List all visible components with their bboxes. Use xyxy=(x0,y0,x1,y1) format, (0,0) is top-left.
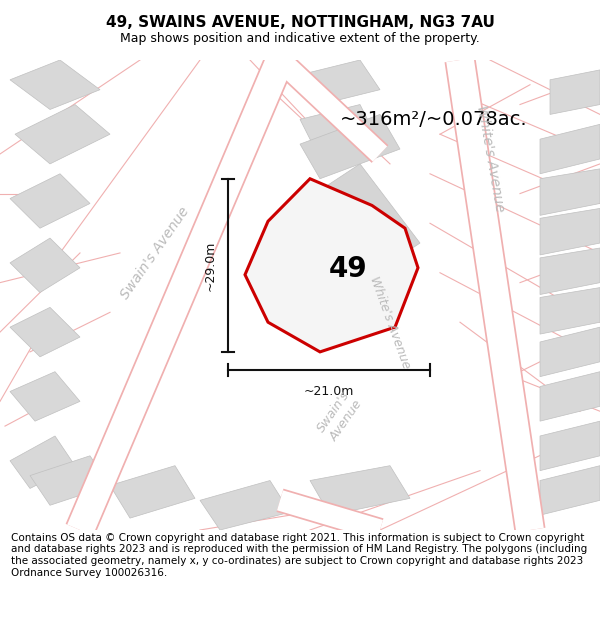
Polygon shape xyxy=(10,436,75,489)
Text: ~21.0m: ~21.0m xyxy=(304,385,354,398)
Polygon shape xyxy=(540,169,600,216)
Text: White's Avenue: White's Avenue xyxy=(474,104,506,213)
Polygon shape xyxy=(540,327,600,377)
Text: Map shows position and indicative extent of the property.: Map shows position and indicative extent… xyxy=(120,32,480,45)
Polygon shape xyxy=(540,466,600,515)
Polygon shape xyxy=(300,104,375,149)
Polygon shape xyxy=(540,248,600,294)
Text: 49: 49 xyxy=(329,255,368,283)
Polygon shape xyxy=(300,114,400,179)
Polygon shape xyxy=(310,466,410,515)
Polygon shape xyxy=(540,208,600,255)
Polygon shape xyxy=(10,174,90,228)
Text: ~316m²/~0.078ac.: ~316m²/~0.078ac. xyxy=(340,110,527,129)
Text: Swain's
Avenue: Swain's Avenue xyxy=(315,389,365,444)
Polygon shape xyxy=(10,308,80,357)
Polygon shape xyxy=(10,60,100,109)
Polygon shape xyxy=(540,288,600,334)
Polygon shape xyxy=(200,481,290,530)
Polygon shape xyxy=(15,104,110,164)
Polygon shape xyxy=(540,421,600,471)
Polygon shape xyxy=(110,466,195,518)
Text: ~29.0m: ~29.0m xyxy=(203,240,217,291)
Polygon shape xyxy=(30,456,110,505)
Text: Swain's Avenue: Swain's Avenue xyxy=(118,204,192,302)
Polygon shape xyxy=(10,372,80,421)
Text: Contains OS data © Crown copyright and database right 2021. This information is : Contains OS data © Crown copyright and d… xyxy=(11,533,587,578)
Polygon shape xyxy=(550,70,600,114)
Polygon shape xyxy=(270,164,420,302)
Polygon shape xyxy=(10,238,80,292)
Text: 49, SWAINS AVENUE, NOTTINGHAM, NG3 7AU: 49, SWAINS AVENUE, NOTTINGHAM, NG3 7AU xyxy=(106,15,494,30)
Polygon shape xyxy=(540,124,600,174)
Polygon shape xyxy=(300,60,380,104)
Polygon shape xyxy=(245,179,418,352)
Text: White's Avenue: White's Avenue xyxy=(367,274,413,370)
Polygon shape xyxy=(540,372,600,421)
